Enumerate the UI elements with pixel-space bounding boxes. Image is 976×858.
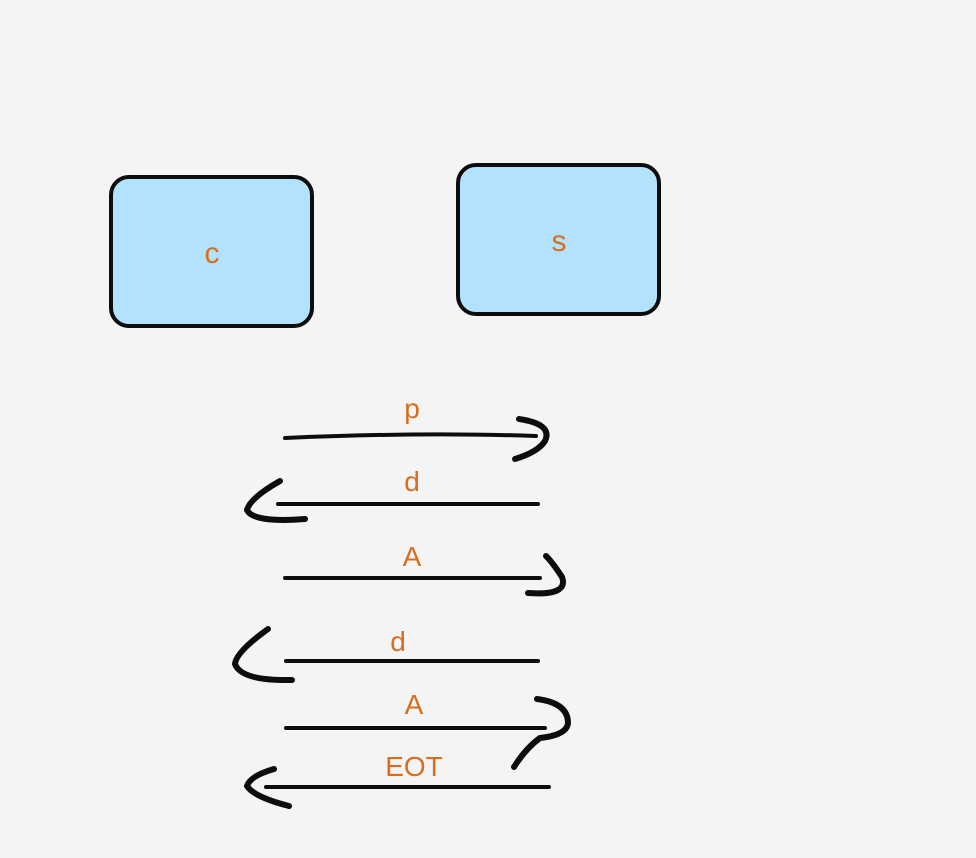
arrow-1-shaft: [283, 432, 538, 440]
message-arrow-4[interactable]: d: [232, 626, 540, 684]
arrow-4-head: [232, 626, 295, 684]
message-arrow-6[interactable]: EOT: [244, 751, 551, 809]
message-arrow-5[interactable]: A: [284, 689, 571, 770]
arrow-2-label: d: [404, 466, 420, 497]
arrow-2-head: [244, 478, 308, 523]
arrow-6-head: [244, 766, 292, 809]
arrow-4-label: d: [390, 626, 406, 657]
node-s[interactable]: s: [456, 163, 661, 316]
arrow-3-head: [525, 553, 566, 597]
message-arrow-1[interactable]: p: [283, 393, 550, 462]
node-c-label: c: [205, 237, 220, 270]
arrow-5-label: A: [405, 689, 424, 720]
arrow-5-head: [511, 696, 571, 770]
arrow-6-label: EOT: [385, 751, 443, 782]
message-arrow-3[interactable]: A: [283, 541, 566, 597]
node-c-box: [109, 175, 314, 328]
arrow-1-label: p: [404, 393, 420, 424]
arrow-1-head: [512, 416, 550, 462]
node-s-label: s: [552, 225, 567, 258]
message-arrow-2[interactable]: d: [244, 466, 540, 523]
arrow-3-label: A: [403, 541, 422, 572]
node-s-box: [456, 163, 661, 316]
node-c[interactable]: c: [109, 175, 314, 328]
